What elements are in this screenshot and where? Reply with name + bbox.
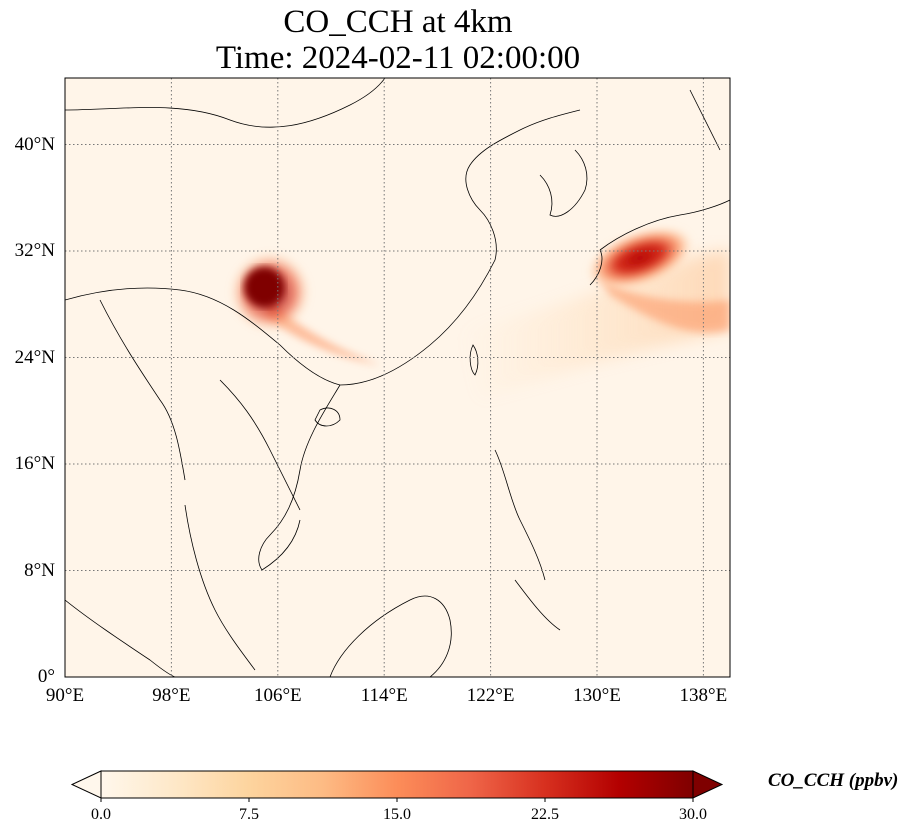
colorbar-min-extend (70, 770, 102, 799)
y-tick-label: 8°N (24, 559, 55, 581)
x-tick-label: 90°E (45, 685, 85, 706)
indochina-coast (258, 384, 341, 571)
korea-coast (539, 149, 588, 217)
mainland-coast (65, 109, 581, 386)
gridlines (65, 78, 730, 677)
coastlines (65, 78, 730, 677)
philippines (494, 449, 561, 631)
y-tick-label: 32°N (14, 240, 55, 262)
japan-plume-tail (600, 280, 730, 333)
sichuan-plume-core (244, 267, 284, 307)
co-plumes (230, 227, 730, 400)
colorbar-ticks (100, 798, 694, 802)
map-title: CO_CCH at 4km (283, 4, 513, 40)
colorbar-tick-label: 15.0 (383, 806, 411, 823)
x-tick-label: 114°E (360, 685, 408, 706)
map-timestamp: Time: 2024-02-11 02:00:00 (215, 40, 581, 76)
y-tick-label: 16°N (14, 453, 55, 475)
x-tick-label: 138°E (679, 685, 728, 706)
colorbar-tick-label: 0.0 (91, 806, 111, 823)
y-tick-label: 0° (37, 666, 55, 687)
x-tick-label: 98°E (152, 685, 191, 706)
borneo (329, 595, 452, 677)
colorbar (70, 770, 724, 802)
colorbar-tick-label: 7.5 (239, 806, 259, 823)
x-tick-label: 106°E (253, 685, 302, 706)
taiwan (469, 344, 479, 376)
vietnam-laos-border (219, 379, 301, 511)
northern-border (65, 78, 386, 128)
colorbar-gradient (100, 770, 694, 799)
malay-peninsula (184, 504, 256, 671)
sumatra (65, 599, 176, 677)
colorbar-label: CO_CCH (ppbv) (768, 770, 899, 791)
y-tick-label: 24°N (14, 346, 55, 368)
hainan (314, 407, 341, 427)
japan-plume-core (587, 227, 693, 289)
colorbar-max-extend (692, 770, 724, 799)
x-tick-label: 130°E (573, 685, 621, 706)
x-tick-label: 122°E (466, 685, 515, 706)
map-area (65, 78, 730, 677)
map-border (64, 77, 731, 678)
colorbar-tick-label: 22.5 (531, 806, 559, 823)
japan-plume-band (460, 250, 730, 400)
y-tick-label: 40°N (14, 133, 55, 155)
map-background (65, 78, 730, 677)
colorbar-tick-label: 30.0 (679, 806, 707, 823)
myanmar-border (99, 299, 186, 481)
